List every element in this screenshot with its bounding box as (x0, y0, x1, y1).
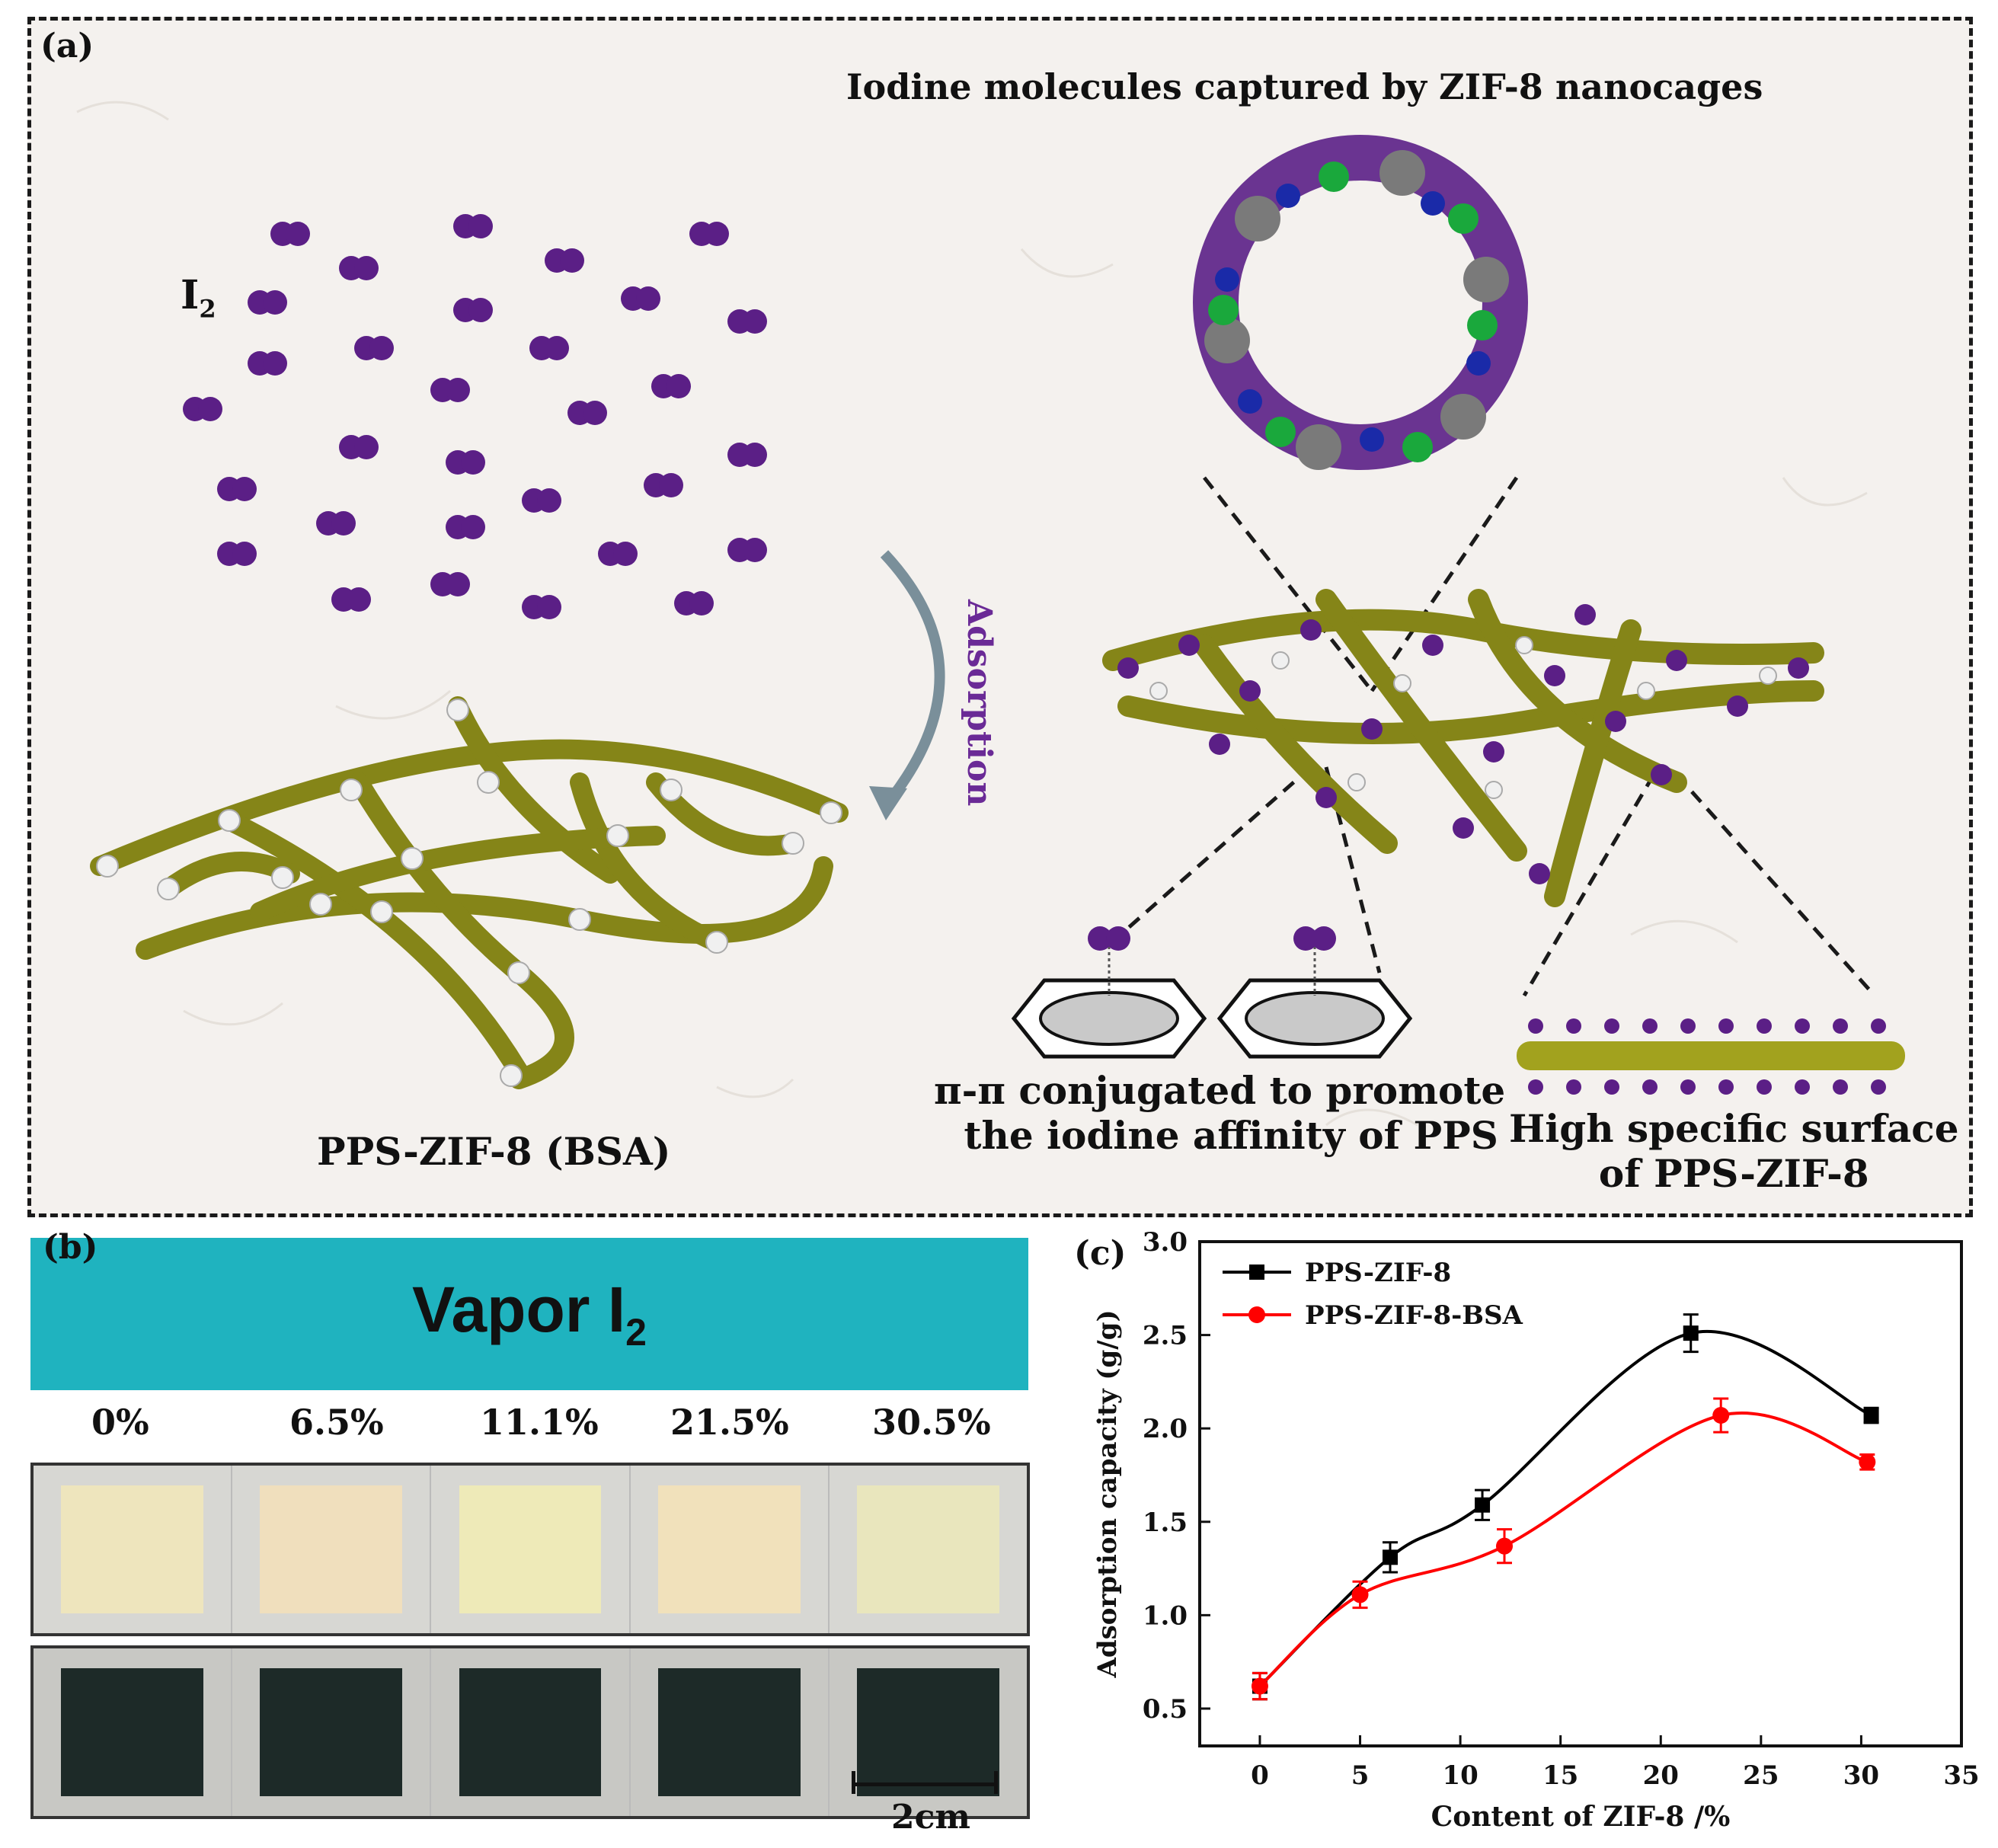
legend-label: PPS-ZIF-8-BSA (1305, 1300, 1523, 1331)
pi-text-line2: the iodine affinity of PPS (964, 1113, 1498, 1158)
data-point (1383, 1549, 1398, 1565)
data-point (1351, 1586, 1369, 1603)
iodine-subscript: 2 (199, 294, 216, 324)
photo-before-1 (232, 1466, 432, 1633)
panel-b-label: (b) (43, 1228, 98, 1267)
vapor-title: Vapor I2 (30, 1273, 1028, 1354)
photo-row-before (30, 1463, 1030, 1636)
y-tick-label: 2.0 (1143, 1414, 1188, 1444)
loaded-zif8-particles (1149, 636, 1777, 799)
data-point (1683, 1325, 1699, 1341)
legend-label: PPS-ZIF-8 (1305, 1258, 1451, 1288)
membrane-swatch (857, 1668, 999, 1796)
membrane-swatch (61, 1668, 203, 1796)
surface-text-line1: High specific surface (1509, 1106, 1959, 1151)
y-tick-label: 1.0 (1143, 1600, 1188, 1631)
membrane-swatch (260, 1668, 403, 1796)
percent-label-2: 11.1% (480, 1402, 599, 1443)
photo-before-2 (431, 1466, 631, 1633)
data-point (1863, 1408, 1879, 1424)
x-tick-label: 25 (1743, 1760, 1779, 1791)
membrane-swatch (459, 1668, 602, 1796)
membrane-swatch (260, 1485, 403, 1613)
photo-before-3 (631, 1466, 830, 1633)
x-axis-label: Content of ZIF-8 /% (1431, 1801, 1731, 1833)
membrane-swatch (459, 1485, 602, 1613)
vapor-banner: Vapor I2 (30, 1238, 1028, 1390)
x-tick-label: 35 (1943, 1760, 1979, 1791)
x-tick-label: 10 (1442, 1760, 1478, 1791)
data-point (1712, 1407, 1730, 1424)
photo-after-2 (431, 1648, 631, 1816)
adsorption-label: Adsorption (960, 599, 999, 807)
membrane-swatch (61, 1485, 203, 1613)
data-point (1496, 1537, 1513, 1555)
benzene-ring-right (1216, 926, 1413, 1059)
surface-text: High specific surface of PPS-ZIF-8 (1509, 1106, 1959, 1196)
iodine-symbol: I (181, 272, 200, 318)
fiber-surface-iodine (1517, 1018, 1905, 1095)
x-tick-label: 20 (1643, 1760, 1679, 1791)
data-point (1475, 1497, 1491, 1513)
scale-bar (852, 1782, 998, 1786)
series-line-1 (1258, 1412, 1868, 1688)
x-tick-label: 30 (1843, 1760, 1879, 1791)
series-line-0 (1258, 1329, 1872, 1687)
vapor-title-subscript: 2 (625, 1310, 647, 1354)
x-tick-label: 15 (1542, 1760, 1578, 1791)
zif8-nanocage (1193, 135, 1528, 470)
photo-after-4 (830, 1648, 1027, 1816)
membrane-label: PPS-ZIF-8 (BSA) (317, 1129, 671, 1174)
percent-label-4: 30.5% (872, 1402, 991, 1443)
percent-label-3: 21.5% (670, 1402, 789, 1443)
panel-a-label: (a) (40, 27, 94, 66)
photo-before-0 (34, 1466, 233, 1633)
photo-row-after (30, 1645, 1030, 1819)
adsorption-arrow (869, 550, 945, 820)
percent-label-0: 0% (91, 1402, 149, 1443)
iodine-label: I2 (181, 272, 216, 323)
plot-frame (1198, 1240, 1963, 1747)
scale-label: 2cm (891, 1798, 970, 1837)
membrane-swatch (657, 1668, 801, 1796)
photo-after-1 (232, 1648, 432, 1816)
photo-before-4 (830, 1466, 1027, 1633)
panel-c-label: (c) (1074, 1234, 1126, 1273)
benzene-ring-left (1011, 926, 1207, 1059)
x-tick-label: 5 (1351, 1760, 1370, 1791)
scheme-title: Iodine molecules captured by ZIF-8 nanoc… (846, 66, 1763, 107)
scale-bar-end-right (994, 1771, 998, 1794)
scale-bar-end-left (852, 1771, 855, 1794)
pi-text-line1: π-π conjugated to promote (934, 1068, 1506, 1113)
legend-marker (1248, 1306, 1265, 1323)
x-tick-label: 0 (1251, 1760, 1269, 1791)
data-point (1859, 1453, 1876, 1471)
y-axis-label: Adsorption capacity (g/g) (1092, 1309, 1123, 1678)
scheme-illustration (31, 21, 1969, 1213)
data-point (1251, 1677, 1268, 1695)
percent-label-1: 6.5% (289, 1402, 384, 1443)
adsorption-chart: 0 5 10 15 20 25 30 35 0.5 1.0 1.5 2.0 2.5 3.0 Content … (1074, 1227, 1980, 1833)
y-tick-label: 2.5 (1143, 1321, 1188, 1351)
loaded-membrane (1102, 589, 1824, 907)
photo-after-0 (34, 1648, 233, 1816)
membrane-swatch (657, 1485, 801, 1613)
membrane-swatch (857, 1485, 999, 1613)
legend-marker (1249, 1265, 1264, 1280)
y-tick-label: 0.5 (1143, 1694, 1188, 1725)
membrane-zif8-particles (96, 699, 842, 1087)
surface-text-line2: of PPS-ZIF-8 (1598, 1151, 1869, 1196)
scheme-panel-a: (a) Iodine molecules captured by ZIF-8 n… (27, 17, 1973, 1217)
vapor-title-text: Vapor I (412, 1274, 626, 1345)
iodine-molecules (183, 214, 767, 619)
pi-conjugation-text: π-π conjugated to promote the iodine aff… (934, 1068, 1505, 1158)
photo-after-3 (631, 1648, 830, 1816)
y-tick-label: 3.0 (1143, 1227, 1188, 1258)
y-tick-label: 1.5 (1143, 1507, 1188, 1538)
adsorbed-iodine (1117, 604, 1809, 884)
